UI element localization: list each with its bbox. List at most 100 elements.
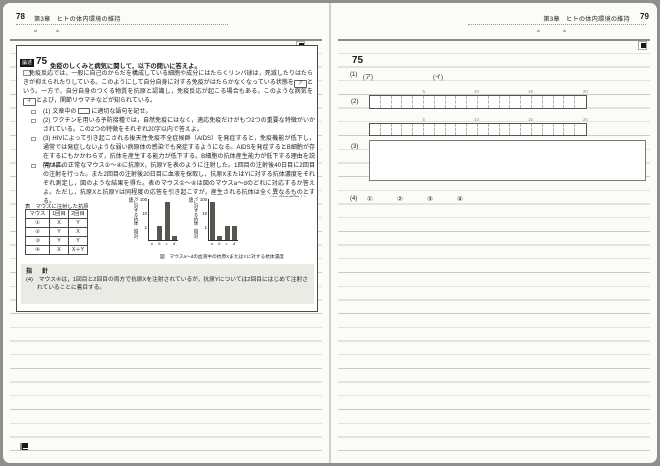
y-tick-label: 10 <box>142 210 147 216</box>
table-cell: Y <box>68 218 88 228</box>
chart-bar <box>210 202 216 240</box>
chart-bar <box>157 226 163 240</box>
problem-title: 免疫のしくみと病気に関して，以下の問いに答えよ。 <box>50 62 201 70</box>
book-icon-line <box>23 448 28 449</box>
question-1: (1) 文章中の に適切な語句を記せ。 <box>31 108 315 117</box>
y-axis-label: Xに対する抗体（相対値） <box>129 197 139 239</box>
problem-badge: 論述 <box>20 59 34 67</box>
answer-q1-label: (1) <box>350 72 358 78</box>
plot-area <box>148 199 178 241</box>
answer-grid-cell: 10 <box>467 117 479 135</box>
chart-bar <box>217 235 223 240</box>
answer-q2-label: (2) <box>351 99 359 105</box>
question-1-label: (1) <box>43 109 51 115</box>
page-number-left: 78 <box>16 12 25 21</box>
answer-grid-cell <box>554 96 565 108</box>
table-header-cell: マウス <box>25 209 50 219</box>
question-3-label: (3) <box>43 136 51 142</box>
table-cell: Y <box>49 227 69 237</box>
chapter-title-right: 第3章 ヒトの体内環境の維持 <box>543 15 630 23</box>
table-title: 表 マウスに注射した抗原 <box>25 204 89 210</box>
grid-tick-label: 20 <box>582 116 588 122</box>
answer-grid-cell <box>554 123 565 135</box>
answer-grid-cell: 5 <box>413 117 425 135</box>
answer-grid-cell <box>402 123 414 135</box>
answer-grid-cell <box>500 96 511 108</box>
registration-mark <box>56 30 59 32</box>
table-cell: X <box>49 245 69 255</box>
table-cell: ① <box>25 218 50 228</box>
top-rule-right <box>338 39 650 41</box>
answer-grid-cell <box>381 96 392 108</box>
answer-grid-cell: 15 <box>521 117 533 135</box>
answer-grid-cell <box>456 123 468 135</box>
answer-char-grid: 5 10 15 20 <box>369 117 588 136</box>
grid-tick-label: 15 <box>527 116 533 122</box>
answer-q1-sub-a: (ア) <box>363 75 373 81</box>
answer-grid-cell <box>500 123 511 135</box>
y-tick-label: 10 <box>202 210 207 216</box>
chart-bar <box>164 202 170 240</box>
y-axis-label: Yに対する抗体（相対値） <box>189 197 199 239</box>
registration-mark <box>34 30 37 32</box>
registration-mark <box>537 30 540 32</box>
answer-grid-cell: 20 <box>575 117 588 136</box>
answer-grid-cell <box>402 96 414 108</box>
x-tick-label: c <box>225 241 228 246</box>
x-tick-label: d <box>173 241 176 246</box>
answer-grid-cell <box>370 96 381 108</box>
ruled-lines-right <box>338 40 650 454</box>
y-axis-ticks: 100 10 1 <box>139 196 148 241</box>
grid-tick-label: 15 <box>527 89 533 94</box>
question-checkbox <box>31 118 36 123</box>
grid-tick-label: 5 <box>422 89 425 94</box>
y-tick-label: 100 <box>139 196 147 202</box>
grid-tick-label: 10 <box>473 89 479 94</box>
question-2: (2) ワクチンを用いる予防接種では，自然免疫にはなく，適応免疫だけがもつ2つの重… <box>31 117 315 135</box>
answer-grid-cell: 5 <box>413 89 425 108</box>
table-cell: X <box>49 218 69 228</box>
answer-grid-cell <box>392 96 403 108</box>
chart-bar <box>231 226 237 240</box>
answer-grid-cell <box>424 96 435 108</box>
question-2-text: ワクチンを用いる予防接種では，自然免疫にはなく，適応免疫だけがもつ2つの重要な特… <box>43 118 315 133</box>
table-cell: Y <box>49 236 69 246</box>
x-tick-label: a <box>210 241 213 246</box>
page-gutter <box>329 3 331 463</box>
problem-intro: 免疫反応では，一般に自己のからだを構成している細胞や成分にはたらくリンパ球は，死… <box>23 70 313 106</box>
table-cell: ② <box>25 227 50 237</box>
answer-q4-options: ① ② ③ ④ <box>367 195 487 203</box>
answer-grid-cell <box>424 123 435 135</box>
answer-grid-cell <box>510 96 522 108</box>
top-rule-left <box>10 39 322 41</box>
question-4: (4) 4匹の正常なマウス①〜④に抗原X，抗原Yを表のように注射した。1回目の注射… <box>31 162 315 207</box>
header-dotted-rule-left <box>16 24 228 25</box>
answer-q3-label: (3) <box>351 144 359 150</box>
x-tick-label: c <box>165 241 168 246</box>
table-cell: X＋Y <box>68 245 88 255</box>
intro-text-3: とよび，関節リウマチなどが知られている。 <box>36 98 156 104</box>
table-header-cell: 1回目 <box>49 209 69 219</box>
question-checkbox <box>31 109 36 114</box>
question-1-text-pre: 文章中の <box>52 109 77 115</box>
answer-grid-cell <box>543 96 554 108</box>
y-tick-label: 1 <box>144 224 147 230</box>
x-tick-label: d <box>233 241 236 246</box>
answer-grid-cell <box>564 96 576 108</box>
answer-q1-sub-b: (イ) <box>433 75 443 81</box>
guideline-box: 指 針 (4) マウス④は，1回目と2回目の両方で抗原Xを注射されているが，抗原… <box>21 264 314 304</box>
grid-tick-label: 10 <box>473 116 479 122</box>
problem-checkbox <box>23 70 31 76</box>
question-1-text-post: に適切な語句を記せ。 <box>91 109 152 115</box>
answer-grid-cell <box>456 96 468 108</box>
antigen-table: マウス 1回目 2回目 ① X Y ② Y X ③ Y Y ④ X X＋Y <box>25 209 88 255</box>
guideline-header: 指 針 <box>26 269 51 275</box>
grid-tick-label: 20 <box>582 89 588 94</box>
answer-grid-cell: 10 <box>467 89 479 108</box>
